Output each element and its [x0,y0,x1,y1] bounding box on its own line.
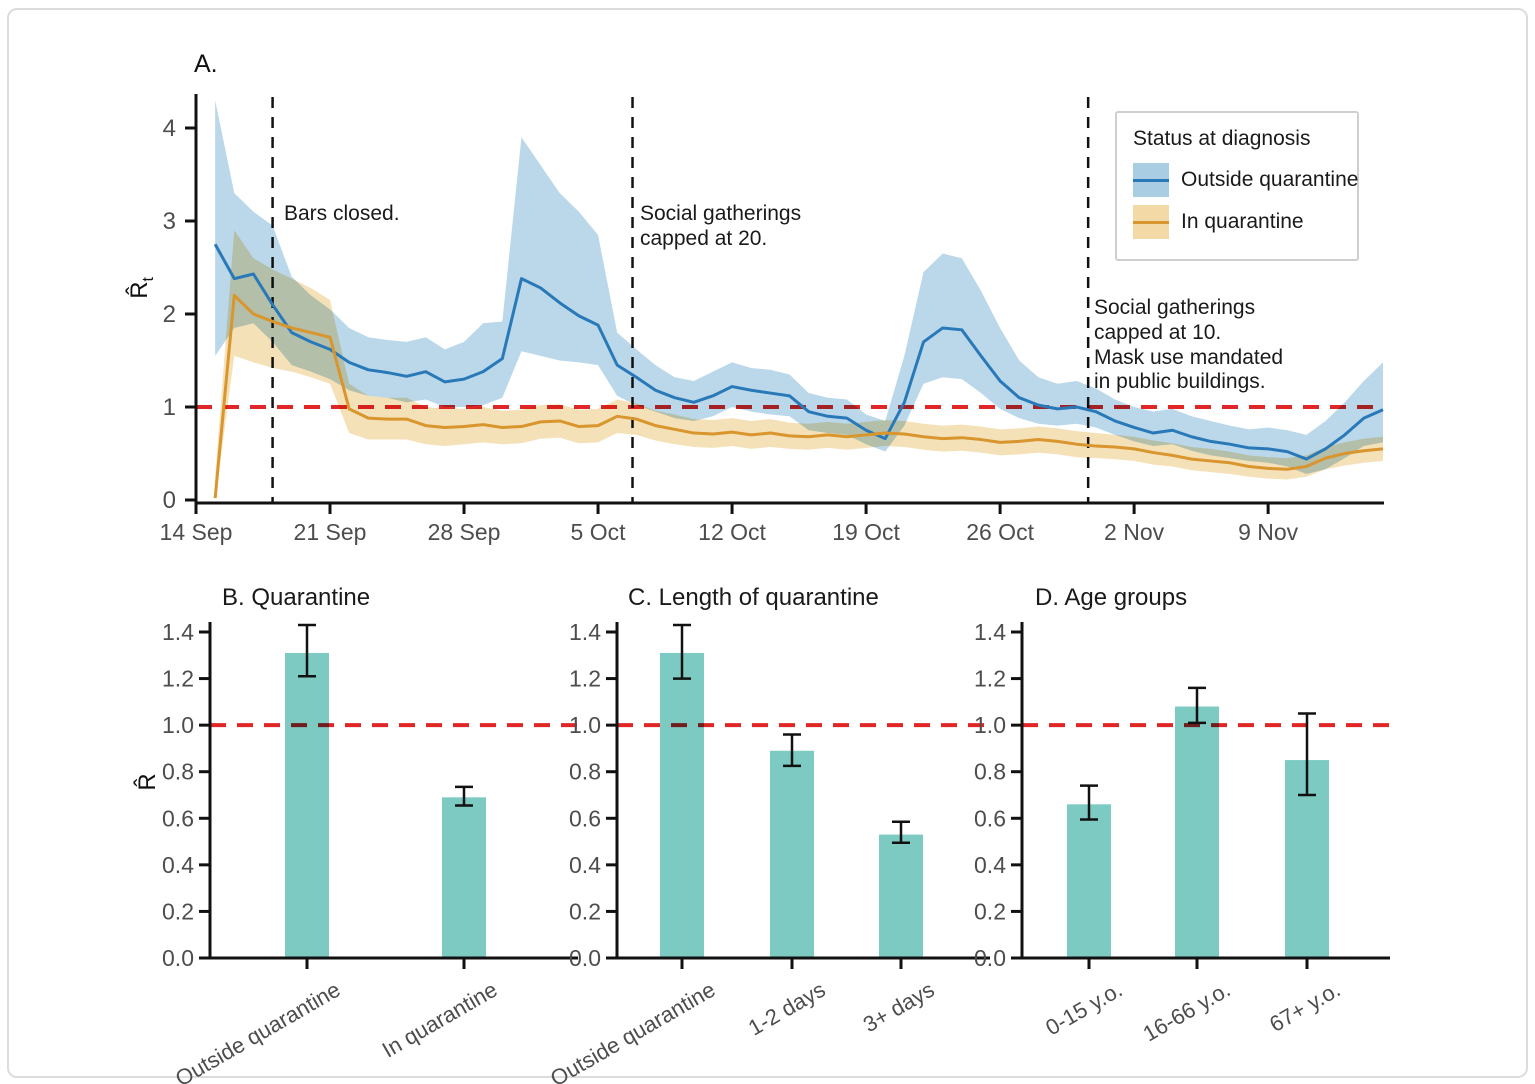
y-tick-label: 1.2 [569,666,601,692]
y-tick-label: 0.2 [974,898,1006,924]
y-tick-label: 1.0 [162,712,194,738]
outside-quarantine-line-sample [1133,178,1169,182]
legend-label-outside-quarantine: Outside quarantine [1181,168,1359,191]
y-tick-label: 0.6 [162,805,194,831]
outside-quarantine-label: Outside quarantine [546,977,719,1084]
y-tick-label: 0.0 [162,945,194,971]
annotation-gatherings-capped-10-masks: Social gatherings capped at 10. Mask use… [1094,296,1284,394]
annotation-gatherings-capped-20: Social gatherings capped at 20. [640,202,802,250]
panel-c-title: C. Length of quarantine [628,584,879,611]
1-2-days-bar [770,750,814,958]
panel-a-label: A. [194,50,218,78]
x-tick-label: 28 Sep [428,519,501,545]
y-tick-label: 1.2 [974,666,1006,692]
x-tick-label: 9 Nov [1238,519,1299,545]
y-tick-label: 0.0 [974,945,1006,971]
y-tick-label: 0.8 [974,759,1006,785]
panels-bcd-charts: 0.0 0.2 0.4 0.6 0.8 1.0 1.2 1.4 Outside quaranti… [162,619,1390,1084]
panel-d-title: D. Age groups [1035,584,1188,611]
legend-label-in-quarantine: In quarantine [1181,210,1304,233]
y-tick-label: 0.6 [569,805,601,831]
y-tick-label: 0.2 [569,898,601,924]
y-tick-label: 3 [163,208,176,235]
x-tick-label: 5 Oct [571,519,627,545]
y-tick-label: 1.2 [162,666,194,692]
y-tick-label: 1 [163,394,176,421]
legend: Status at diagnosis Outside quarantine I… [1115,111,1359,261]
y-tick-label: 2 [163,301,176,328]
y-tick-label: 1.4 [162,619,194,645]
panel-a-plot-area [196,97,1384,503]
rt-subscript: t [139,277,157,282]
3-days-label: 3+ days [859,977,939,1037]
rt-hat-symbol: R̂ [126,281,154,299]
outside-quarantine-label: Outside quarantine [171,977,344,1084]
y-tick-label: 0.8 [569,759,601,785]
annotation-bars-closed: Bars closed. [284,202,400,225]
y-tick-label: 0 [163,487,176,514]
1-2-days-label: 1-2 days [744,977,830,1041]
in-quarantine-line-sample [1133,220,1169,224]
outside-quarantine-swatch [1133,163,1169,197]
y-tick-label: 0.0 [569,945,601,971]
y-tick-label: 0.6 [974,805,1006,831]
3-days-bar [879,834,923,958]
x-tick-label: 21 Sep [294,519,367,545]
y-tick-label: 0.4 [162,852,194,878]
16-66-y-o-label: 16-66 y.o. [1139,977,1235,1047]
legend-item-outside-quarantine: Outside quarantine [1133,163,1358,197]
panel-b-title: B. Quarantine [222,584,371,611]
x-tick-label: 26 Oct [966,519,1034,545]
in-quarantine-confidence-band [215,230,1383,501]
in-quarantine-swatch [1133,205,1169,239]
outside-quarantine-confidence-band [215,100,1383,474]
y-tick-label: 0.4 [974,852,1006,878]
outside-quarantine-bar [285,652,329,958]
panel-d-plot: 0.0 0.2 0.4 0.6 0.8 1.0 1.2 1.4 0-15 y.o. 16-66 y… [974,619,1390,1046]
panel-a-y-axis-label: R̂t [126,258,158,318]
0-15-y-o-label: 0-15 y.o. [1041,977,1126,1041]
in-quarantine-label: In quarantine [378,977,502,1063]
panel-axes [208,622,578,960]
y-tick-label: 4 [163,115,176,142]
outside-quarantine-line [213,243,1384,461]
legend-title: Status at diagnosis [1133,127,1311,150]
y-tick-label: 0.2 [162,898,194,924]
y-tick-label: 0.8 [162,759,194,785]
y-tick-label: 1.4 [974,619,1006,645]
y-tick-label: 1.0 [974,712,1006,738]
y-tick-label: 1.0 [569,712,601,738]
67-y-o-label: 67+ y.o. [1265,977,1344,1037]
16-66-y-o-bar [1175,706,1219,958]
in-quarantine-line [213,293,1384,499]
panel-a-chart: 0 1 2 3 4 14 Sep 21 Sep 28 Sep 5 Oct 12 Oct 19 Oct… [160,94,1384,545]
x-tick-label: 19 Oct [832,519,900,545]
x-tick-label: 12 Oct [698,519,766,545]
y-tick-label: 0.4 [569,852,601,878]
x-tick-label: 14 Sep [160,519,233,545]
x-tick-label: 2 Nov [1104,519,1165,545]
in-quarantine-bar [442,797,486,958]
y-tick-label: 1.4 [569,619,601,645]
panel-c-plot: 0.0 0.2 0.4 0.6 0.8 1.0 1.2 1.4 Outside quaranti… [546,619,990,1084]
panel-b-y-axis-label: R̂ [134,773,161,791]
0-15-y-o-bar [1067,804,1111,958]
outside-quarantine-bar [660,652,704,958]
legend-item-in-quarantine: In quarantine [1133,205,1343,239]
panel-b-plot: 0.0 0.2 0.4 0.6 0.8 1.0 1.2 1.4 Outside quaranti… [162,619,578,1084]
